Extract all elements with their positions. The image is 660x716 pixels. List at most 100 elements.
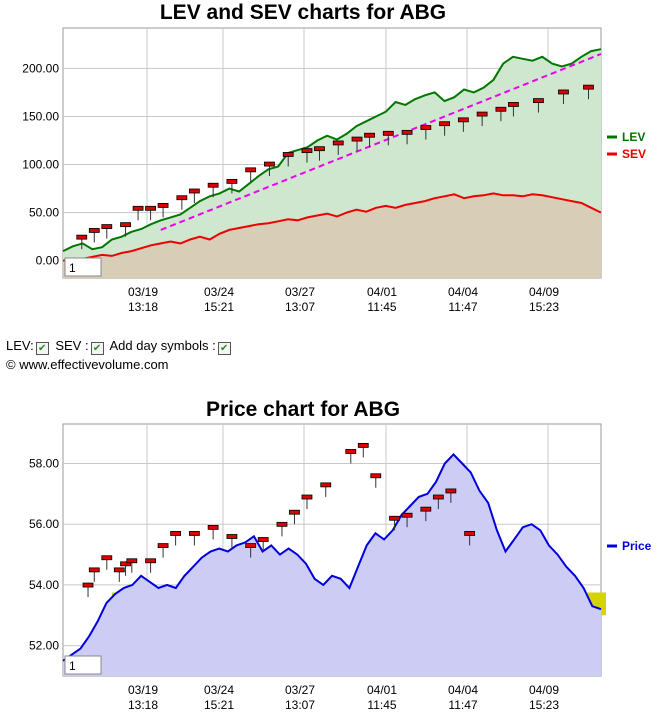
lev-sev-area [63, 193, 601, 278]
lev-day-symbol-flag [314, 146, 325, 152]
price-day-symbol-flag [345, 449, 357, 454]
lev-xtick-date: 04/01 [367, 285, 397, 299]
price-xtick-time: 11:45 [367, 698, 396, 712]
chart-controls: LEV: ✔ SEV : ✔ Add day symbols : ✔ [6, 338, 234, 355]
price-xtick-time: 13:18 [128, 698, 158, 712]
lev-day-symbol-flag [351, 136, 363, 142]
lev-xtick-date: 03/19 [128, 285, 158, 299]
price-xtick-date: 04/04 [448, 683, 478, 697]
price-zoom-label: 1 [69, 659, 76, 673]
price-xtick-date: 03/19 [128, 683, 158, 697]
lev-day-symbol-flag [401, 129, 413, 135]
price-day-symbol-flag [245, 543, 257, 548]
price-zoom-box [64, 655, 102, 675]
lev-xtick-date: 03/27 [285, 285, 315, 299]
lev-xtick-date: 04/09 [529, 285, 559, 299]
lev-day-symbol-flag [558, 89, 569, 95]
lev-day-symbol-flag [533, 98, 544, 104]
lev-day-symbol-flag [176, 195, 188, 201]
price-day-symbol-flag [126, 558, 138, 564]
price-xtick-date: 04/09 [529, 683, 559, 697]
price-day-symbol-flag [188, 531, 200, 536]
price-day-symbol-flag [113, 567, 125, 573]
lev-day-symbol-flag [476, 111, 488, 117]
price-day-symbol-flag [226, 534, 238, 539]
price-chart: Price chart for ABG 52.00 54.00 56.00 58.00… [29, 398, 652, 712]
sev-toggle-checkbox[interactable]: ✔ [90, 342, 104, 355]
lev-chart-title: LEV and SEV charts for ABG [160, 1, 446, 24]
lev-day-symbol-flag [495, 106, 507, 112]
price-xtick-date: 03/27 [285, 683, 315, 697]
lev-day-symbol-flag [332, 140, 344, 146]
lev-day-symbol-flag [301, 148, 313, 154]
price-xtick-time: 11:47 [448, 698, 477, 712]
lev-toggle-label: LEV: [6, 338, 34, 353]
lev-xtick-time: 13:07 [285, 300, 315, 314]
price-day-symbol-flag [301, 494, 313, 500]
day-symbols-label: Add day symbols : [109, 338, 216, 353]
price-ytick-label: 56.00 [29, 517, 59, 531]
lev-day-symbol-flag [145, 205, 156, 211]
lev-day-symbol-flag [101, 224, 113, 229]
lev-xtick-date: 04/04 [448, 285, 478, 299]
price-xtick-time: 15:21 [204, 698, 234, 712]
lev-day-symbol-flag [282, 152, 294, 157]
lev-day-symbol-flag [157, 203, 169, 208]
lev-ytick-label: 0.00 [36, 254, 60, 268]
lev-day-symbol-flag [226, 178, 238, 184]
price-legend-label-price: Price [622, 539, 652, 553]
price-day-symbol-flag [101, 555, 113, 561]
price-day-symbol-flag [464, 531, 476, 536]
lev-day-symbol-flag [207, 182, 219, 188]
price-ytick-label: 58.00 [29, 456, 59, 470]
lev-day-symbol-flag [120, 222, 131, 228]
lev-ytick-label: 50.00 [29, 206, 59, 220]
lev-day-symbol-flag [583, 84, 594, 90]
price-day-symbol-flag [357, 442, 369, 448]
lev-day-symbol-flag [245, 167, 257, 173]
lev-ytick-label: 150.00 [22, 109, 59, 123]
price-day-symbol-flag [120, 561, 131, 567]
sev-toggle-label: SEV : [55, 338, 89, 353]
lev-day-symbol-flag [439, 121, 451, 127]
price-day-symbol-flag [276, 521, 288, 527]
lev-toggle-checkbox[interactable]: ✔ [35, 342, 49, 355]
price-day-symbol-flag [207, 524, 219, 530]
price-xtick-time: 15:23 [529, 698, 559, 712]
lev-trendline [160, 53, 602, 231]
lev-day-symbol-flag [420, 125, 432, 130]
price-day-symbol-flag [170, 531, 182, 536]
lev-legend-label-lev: LEV [622, 130, 645, 144]
price-ytick-label: 54.00 [29, 578, 59, 592]
lev-xtick-time: 15:21 [204, 300, 234, 314]
lev-day-symbol-flag [76, 234, 88, 240]
lev-zoom-box [64, 257, 102, 277]
copyright-text: © www.effectivevolume.com [6, 357, 169, 372]
price-day-symbol-flag [320, 482, 332, 488]
lev-xtick-time: 11:47 [448, 300, 477, 314]
lev-legend-label-sev: SEV [622, 147, 646, 161]
price-day-symbol-flag [289, 509, 300, 515]
price-ytick-label: 52.00 [29, 639, 59, 653]
lev-sev-chart: LEV and SEV charts for ABG 0.00 50.00 100.… [22, 1, 646, 314]
price-xtick-date: 04/01 [367, 683, 397, 697]
price-day-symbol-flag [145, 558, 156, 564]
price-day-symbol-flag [445, 488, 457, 494]
price-day-symbol-flag [420, 506, 432, 512]
lev-xtick-date: 03/24 [204, 285, 234, 299]
price-day-symbol-flag [389, 515, 400, 521]
price-day-symbol-flag [257, 537, 269, 542]
lev-day-symbol-flag [457, 117, 469, 123]
lev-day-symbol-flag [508, 102, 519, 107]
lev-xtick-time: 15:23 [529, 300, 559, 314]
day-symbols-checkbox[interactable]: ✔ [217, 342, 231, 355]
lev-xtick-time: 11:45 [367, 300, 396, 314]
lev-lev-line [62, 48, 602, 252]
price-price-area [63, 454, 601, 676]
lev-day-symbol-flag [264, 161, 275, 167]
lev-zoom-label: 1 [69, 261, 76, 275]
price-day-symbol-flag [401, 512, 413, 518]
price-day-symbol-flag [82, 582, 94, 588]
